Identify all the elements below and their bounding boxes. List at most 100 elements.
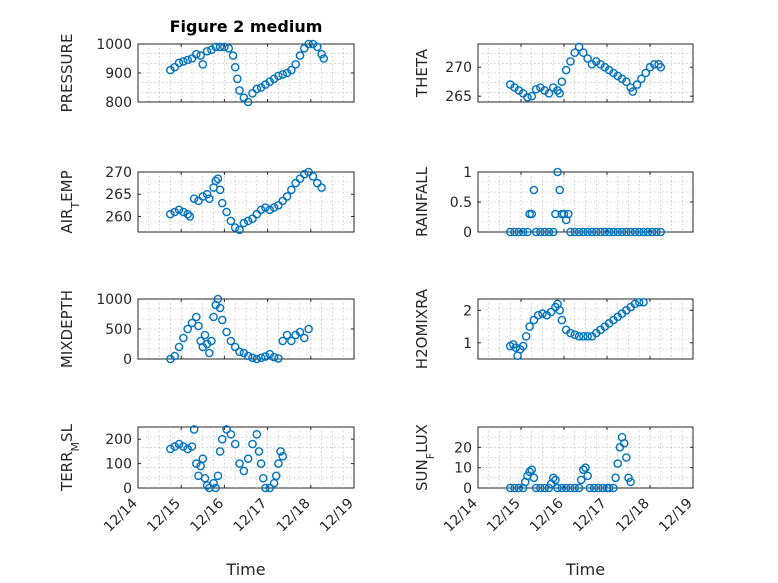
data-point <box>235 86 244 95</box>
data-point <box>579 465 588 475</box>
data-point <box>525 322 534 331</box>
x-tick-label: 12/19 <box>656 496 696 536</box>
data-point <box>548 227 558 237</box>
grid <box>478 44 693 102</box>
data-point <box>179 57 188 66</box>
data-point <box>566 227 575 237</box>
data-point <box>278 196 288 206</box>
data-point <box>505 227 515 237</box>
data-point <box>308 172 318 181</box>
data-point <box>591 227 601 237</box>
data-point <box>521 331 531 341</box>
data-point <box>529 315 539 325</box>
y-axis-label: TERRMSL <box>58 423 82 492</box>
data-point <box>583 471 592 481</box>
data-point <box>557 77 567 86</box>
data-point <box>196 51 205 60</box>
data-point <box>228 51 238 60</box>
data-point <box>243 351 253 361</box>
data-point <box>256 353 266 363</box>
data-point <box>317 183 326 192</box>
data-point <box>514 227 524 237</box>
data-point <box>192 49 201 59</box>
data-point <box>287 185 296 195</box>
data-point <box>300 333 309 343</box>
data-point <box>198 60 208 69</box>
data-point <box>536 483 545 493</box>
data-point <box>304 167 313 177</box>
data-point <box>170 62 180 72</box>
data-point <box>174 439 184 449</box>
data-point <box>574 331 584 341</box>
y-tick-label: 0.5 <box>450 195 472 211</box>
data-point <box>579 227 588 237</box>
x-tick-label: 12/14 <box>441 495 481 535</box>
data-point <box>215 303 225 313</box>
data-point <box>622 227 631 237</box>
data-point <box>295 174 305 183</box>
data-point <box>561 65 571 75</box>
data-point <box>174 58 184 68</box>
data-point <box>243 216 253 226</box>
y-tick-label: 260 <box>105 209 132 225</box>
data-point <box>632 80 642 89</box>
data-point <box>531 84 541 94</box>
y-tick-label: 10 <box>454 461 472 477</box>
data-point <box>544 227 554 237</box>
data-point <box>183 209 192 219</box>
panel-air-temp: 260 265 270 AIRTEMP <box>58 165 355 235</box>
data-point <box>609 483 618 493</box>
data-point <box>570 227 580 237</box>
y-tick-label: 270 <box>445 60 472 76</box>
data-point <box>574 42 584 52</box>
data-point <box>282 192 292 201</box>
data-point <box>209 312 218 322</box>
y-tick-label: 100 <box>105 457 132 473</box>
data-point <box>274 201 283 210</box>
data-point <box>544 89 554 98</box>
data-point <box>300 169 309 179</box>
data-point <box>639 227 648 237</box>
x-tick-label: 12/15 <box>484 496 524 536</box>
panel-theta: 265 270 THETA <box>413 42 694 105</box>
data-point <box>557 315 567 325</box>
series-markers <box>166 425 288 493</box>
data-point <box>619 438 629 448</box>
data-point <box>514 483 524 493</box>
data-point <box>170 207 180 217</box>
data-point <box>622 453 631 462</box>
data-point <box>220 42 229 52</box>
x-tick-label: 12/16 <box>527 495 567 535</box>
data-point <box>194 196 203 206</box>
data-point <box>235 225 244 235</box>
series-markers <box>505 167 666 237</box>
data-point <box>510 227 519 237</box>
data-point <box>271 471 281 481</box>
x-tick-label: 12/15 <box>144 496 184 536</box>
data-point <box>215 447 225 456</box>
x-axis-label: Time <box>225 560 265 579</box>
y-axis-label: AIRTEMP <box>58 170 82 233</box>
series-markers <box>505 432 635 493</box>
data-point <box>531 227 541 237</box>
data-point <box>185 212 195 221</box>
data-point <box>639 297 648 307</box>
data-point <box>510 483 519 493</box>
data-point <box>248 353 257 363</box>
data-point <box>634 227 644 237</box>
x-tick-label: 12/17 <box>570 496 610 536</box>
data-point <box>557 483 567 493</box>
data-point <box>574 227 584 237</box>
panel-h2omixra: 1 2 H2OMIXRA <box>413 288 694 369</box>
x-tick-label: 12/17 <box>231 496 271 536</box>
data-point <box>613 227 623 237</box>
data-point <box>538 309 547 318</box>
data-point <box>596 227 605 237</box>
data-point <box>211 176 221 186</box>
data-point <box>213 471 223 481</box>
series-markers <box>505 42 666 102</box>
data-point <box>217 315 227 325</box>
data-point <box>243 97 253 107</box>
data-point <box>598 483 608 493</box>
